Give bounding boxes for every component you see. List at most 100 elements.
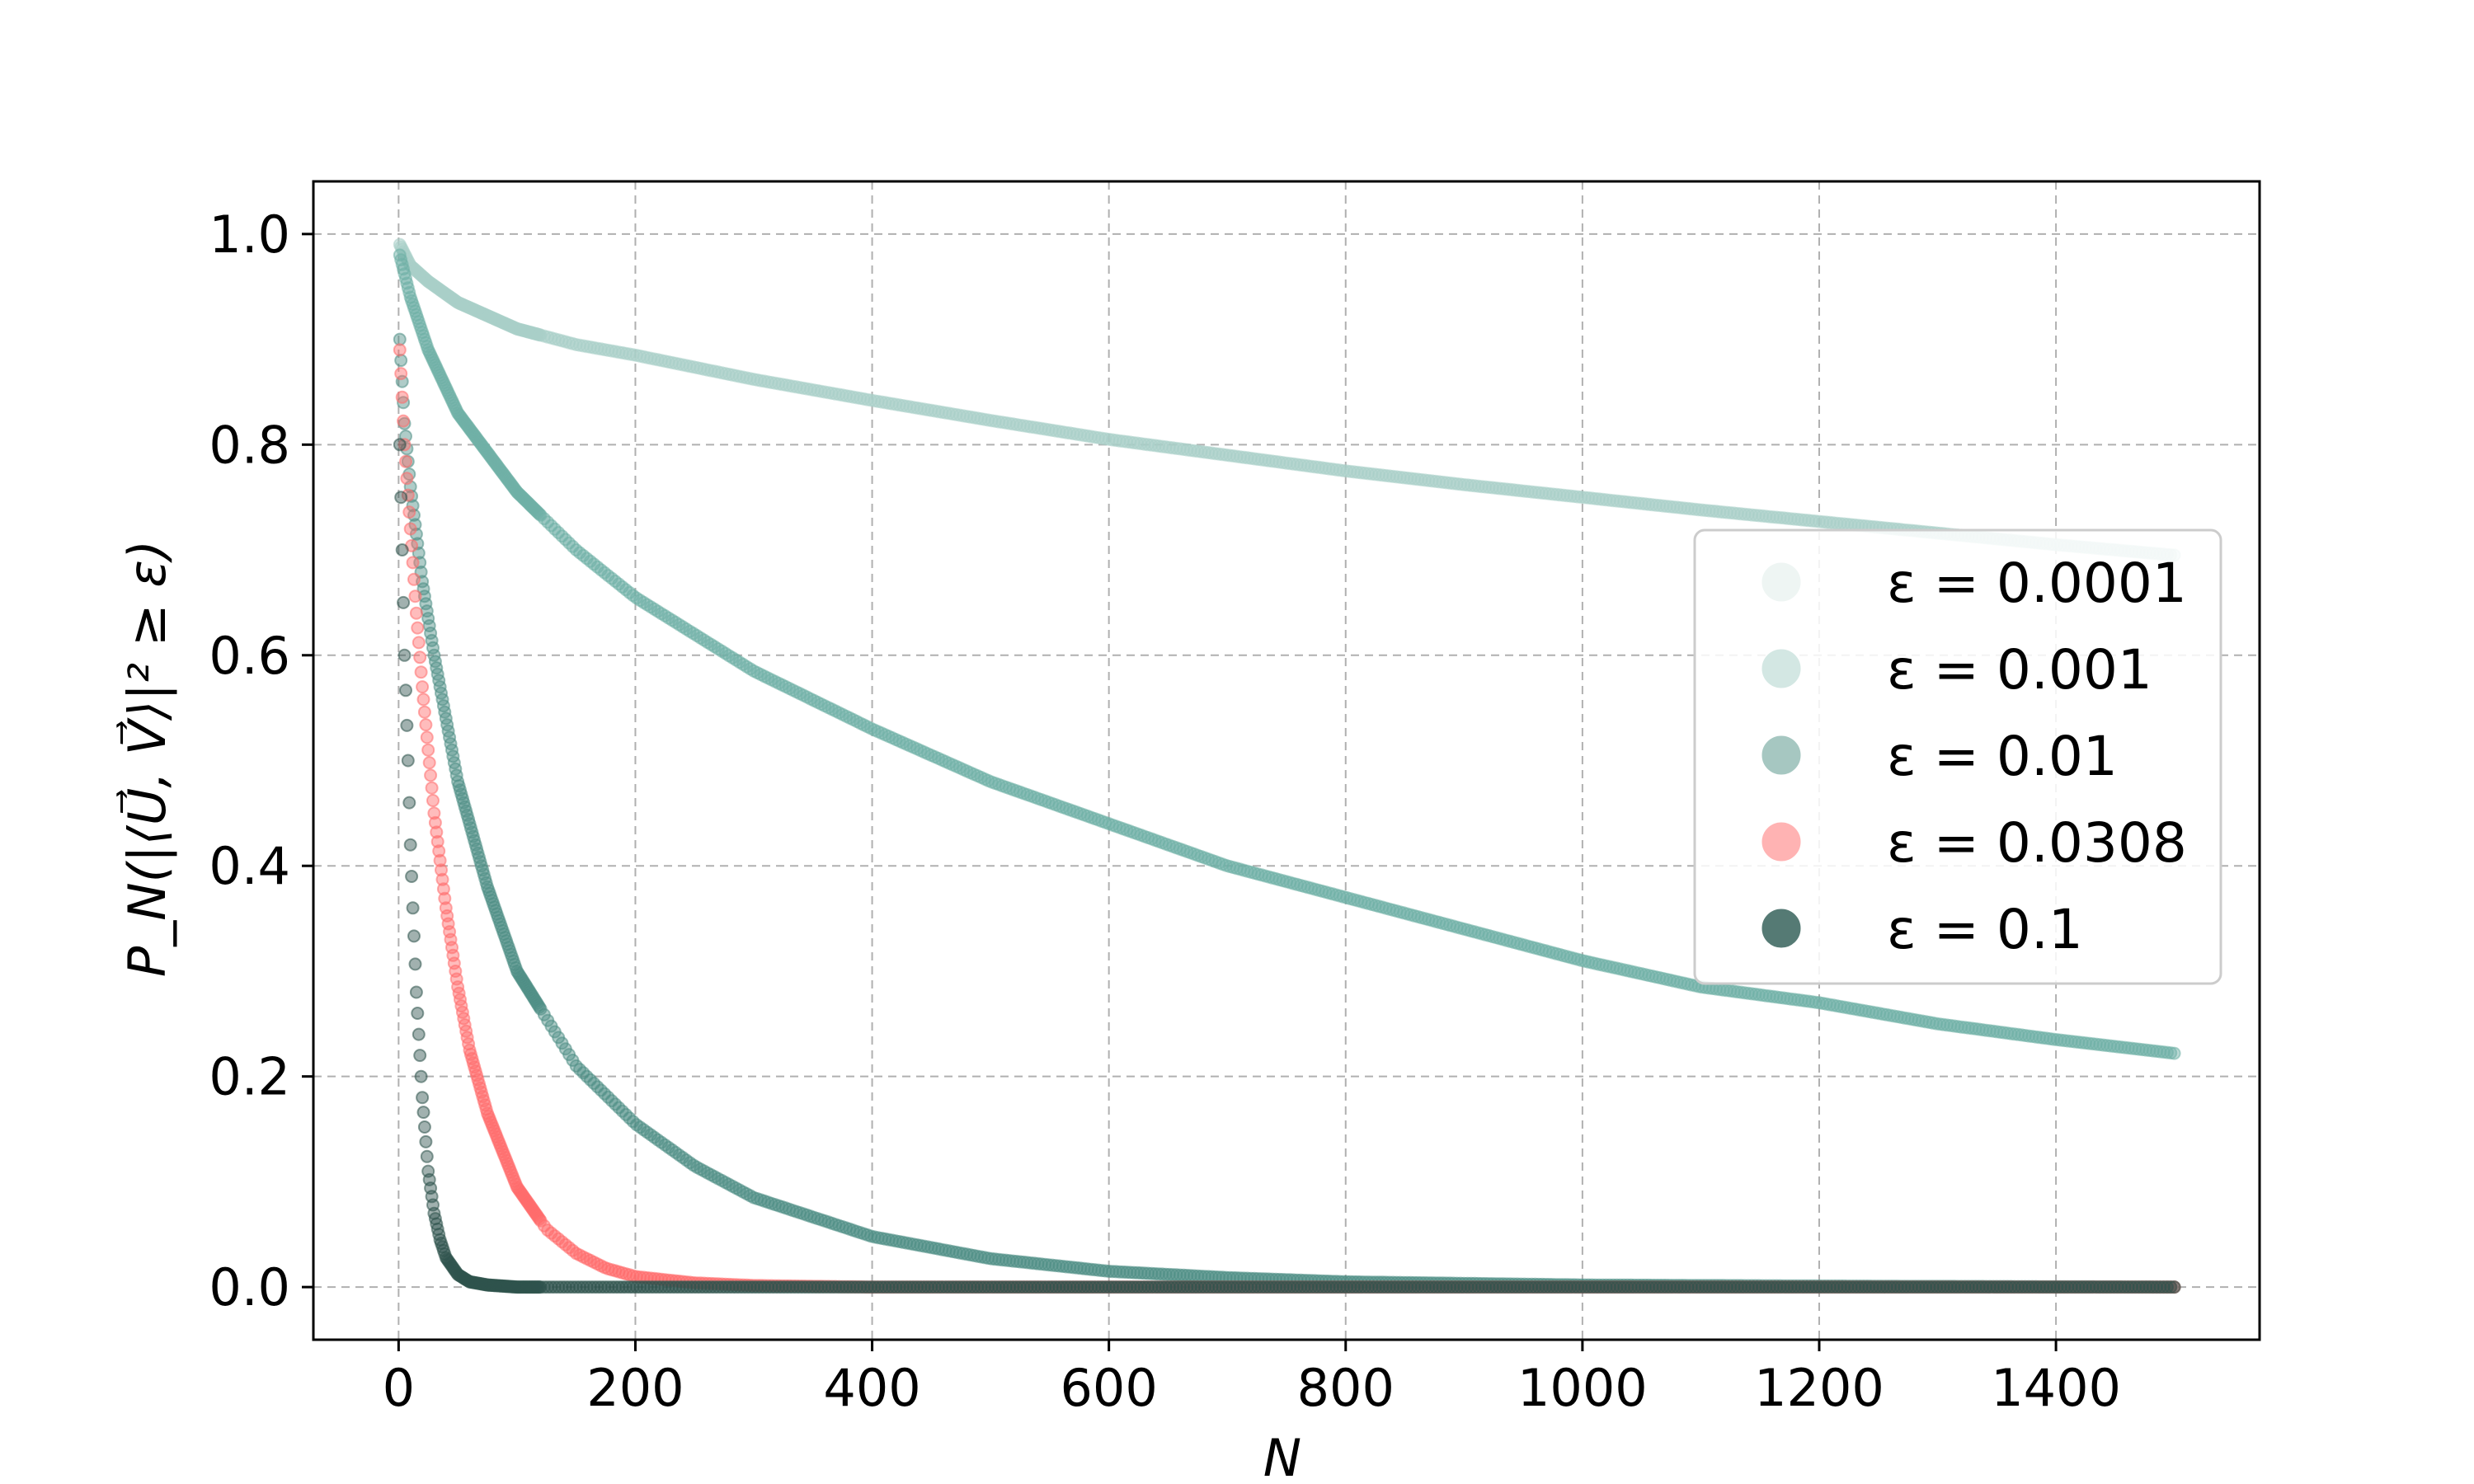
data-point — [436, 882, 450, 896]
data-point — [416, 1091, 430, 1105]
legend-marker — [1761, 735, 1801, 775]
legend-entry-2: ε = 0.01 — [1761, 725, 2118, 788]
y-tick-label: 1.0 — [209, 204, 290, 265]
data-point — [406, 556, 420, 570]
data-point — [417, 705, 431, 719]
x-tick-label: 1200 — [1754, 1358, 1884, 1418]
x-tick-label: 600 — [1060, 1358, 1157, 1418]
data-point — [420, 1149, 434, 1163]
data-point — [401, 754, 415, 768]
data-point — [394, 354, 408, 368]
series-1 — [393, 248, 2181, 1060]
data-point — [402, 505, 416, 519]
data-point — [416, 693, 430, 707]
data-point — [408, 957, 422, 971]
y-tick-label: 0.6 — [209, 626, 290, 686]
data-point — [426, 794, 440, 807]
data-point — [393, 343, 407, 357]
data-point — [397, 648, 412, 662]
data-point — [397, 414, 411, 428]
data-point — [411, 621, 425, 635]
data-point — [413, 1049, 427, 1063]
legend-marker — [1761, 649, 1801, 688]
data-point — [407, 929, 421, 943]
data-point — [409, 985, 423, 999]
data-point — [393, 332, 407, 346]
data-point — [406, 499, 420, 513]
data-point — [400, 472, 414, 486]
data-point — [425, 781, 439, 795]
legend-entry-1: ε = 0.001 — [1761, 638, 2152, 702]
legend-entry-0: ε = 0.0001 — [1761, 552, 2187, 615]
legend-label: ε = 0.001 — [1887, 638, 2152, 702]
data-point — [395, 390, 409, 404]
data-point — [430, 834, 444, 848]
y-tick-label: 0.4 — [209, 836, 290, 896]
data-point — [432, 844, 446, 858]
y-tick-label: 0.2 — [209, 1047, 290, 1107]
legend-label: ε = 0.0308 — [1887, 811, 2187, 875]
legend-marker — [1761, 822, 1801, 862]
data-point — [395, 543, 409, 556]
axis-ticks — [302, 232, 2058, 1351]
legend-entry-3: ε = 0.0308 — [1761, 811, 2187, 875]
data-point — [399, 683, 412, 697]
data-point — [2164, 1280, 2178, 1294]
data-point — [405, 870, 419, 883]
data-point — [435, 872, 449, 886]
data-point — [414, 1069, 428, 1083]
data-point — [399, 454, 412, 468]
y-tick-label: 0.8 — [209, 415, 290, 475]
legend-label: ε = 0.0001 — [1887, 552, 2187, 615]
series-4 — [393, 438, 2181, 1294]
x-tick-label: 400 — [823, 1358, 920, 1418]
x-axis-title: N — [1263, 1428, 1301, 1484]
data-point — [412, 636, 426, 650]
data-point — [428, 815, 442, 829]
data-point — [438, 891, 452, 905]
legend-label: ε = 0.1 — [1887, 898, 2083, 961]
data-point — [394, 367, 408, 381]
legend-entries: ε = 0.0001 ε = 0.001 ε = 0.01 ε = 0.0308 ε =… — [1761, 552, 2187, 961]
x-tick-label: 800 — [1297, 1358, 1395, 1418]
data-point — [394, 491, 408, 505]
data-point — [411, 1007, 425, 1020]
data-point — [409, 606, 423, 620]
x-tick-label: 1400 — [1991, 1358, 2121, 1418]
data-point — [406, 901, 420, 915]
data-point — [393, 438, 407, 452]
data-point — [397, 438, 412, 452]
data-point — [421, 743, 435, 757]
series-layer — [393, 237, 2181, 1294]
data-point — [403, 838, 417, 852]
data-point — [424, 768, 438, 782]
x-tick-label: 200 — [586, 1358, 684, 1418]
data-point — [400, 718, 414, 732]
legend-entry-4: ε = 0.1 — [1761, 898, 2083, 961]
data-point — [416, 680, 430, 694]
data-point — [402, 796, 416, 810]
data-point — [416, 1106, 430, 1120]
x-tick-label: 1000 — [1517, 1358, 1648, 1418]
data-point — [419, 718, 433, 732]
data-point — [397, 595, 411, 609]
data-point — [408, 589, 422, 603]
data-point — [413, 650, 427, 665]
data-point — [403, 522, 417, 536]
data-point — [435, 863, 448, 877]
legend-frame — [1693, 528, 2222, 985]
data-point — [417, 1120, 431, 1134]
legend-marker — [1761, 909, 1801, 948]
data-point — [420, 730, 434, 744]
data-point — [414, 665, 428, 679]
legend-label: ε = 0.01 — [1887, 725, 2118, 788]
x-tick-label: 0 — [383, 1358, 415, 1418]
data-point — [412, 1027, 426, 1041]
legend-marker — [1761, 562, 1801, 602]
data-point — [430, 825, 444, 839]
data-point — [422, 756, 436, 770]
data-point — [407, 572, 421, 586]
data-point — [2167, 1046, 2181, 1060]
y-axis-title: P_N(|⟨U⃗, V⃗⟩|² ≥ ε) — [117, 540, 178, 977]
